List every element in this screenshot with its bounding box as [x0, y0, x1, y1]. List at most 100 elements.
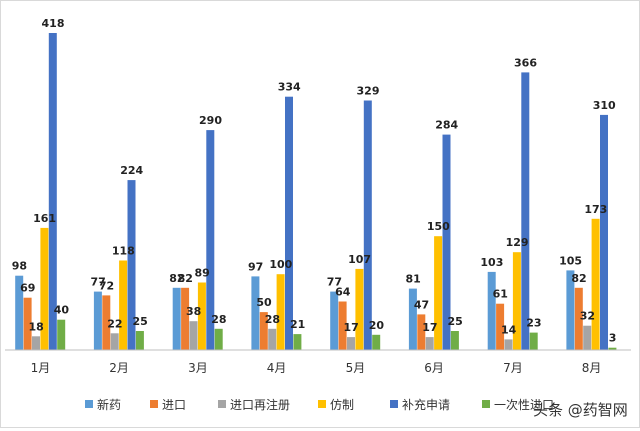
bar-进口-7月: [496, 303, 505, 350]
data-label: 23: [526, 317, 541, 330]
legend: 新药 进口 进口再注册 仿制 补充申请 一次性进口: [85, 397, 554, 412]
bar-一次性进口-3月: [214, 328, 223, 350]
data-label: 61: [493, 288, 508, 301]
category-label: 2月: [109, 361, 129, 375]
bar-新药-7月: [487, 271, 496, 350]
legend-swatch: [150, 400, 158, 408]
bar-补充申请-4月: [285, 96, 293, 350]
data-label: 107: [348, 253, 371, 266]
data-label: 25: [447, 315, 462, 328]
bar-一次性进口-1月: [57, 319, 66, 350]
bar-进口-6月: [417, 314, 426, 350]
data-label: 22: [107, 317, 122, 330]
legend-label: 新药: [97, 397, 121, 412]
bar-补充申请-5月: [363, 100, 372, 350]
data-label: 161: [33, 212, 56, 225]
bar-一次性进口-8月: [608, 347, 617, 350]
data-label: 329: [357, 85, 380, 98]
bar-新药-3月: [172, 287, 181, 350]
category-label: 3月: [188, 361, 208, 375]
bars-layer: [15, 33, 617, 351]
legend-label: 一次性进口: [494, 398, 554, 412]
data-label: 150: [427, 220, 450, 233]
category-label: 1月: [31, 361, 51, 375]
legend-swatch: [218, 400, 226, 408]
bar-进口再注册-7月: [504, 339, 513, 350]
legend-swatch: [318, 400, 326, 408]
data-label: 32: [580, 310, 595, 323]
data-label: 3: [609, 332, 617, 345]
bar-进口再注册-6月: [425, 337, 434, 350]
data-label: 100: [269, 258, 292, 271]
bar-仿制-8月: [591, 218, 600, 350]
bar-进口-4月: [259, 312, 268, 350]
data-label: 418: [42, 17, 65, 30]
data-label: 14: [501, 323, 517, 336]
data-label: 284: [435, 119, 458, 132]
bar-新药-5月: [330, 291, 339, 350]
data-label: 77: [90, 276, 105, 289]
legend-label: 进口: [162, 398, 186, 412]
data-label: 18: [29, 320, 44, 333]
data-label: 290: [199, 114, 222, 127]
data-label: 129: [506, 236, 529, 249]
bar-进口再注册-8月: [583, 325, 592, 350]
bar-一次性进口-7月: [529, 332, 538, 350]
bar-进口再注册-2月: [110, 333, 119, 350]
category-labels-layer: 1月 2月 3月 4月 5月 6月 7月 8月: [31, 361, 602, 375]
legend-swatch: [85, 400, 93, 408]
legend-label: 仿制: [330, 398, 354, 412]
data-labels-layer: 9869181614184077722211822425828238892902…: [12, 17, 617, 345]
data-label: 89: [194, 267, 209, 280]
bar-进口再注册-3月: [189, 321, 198, 350]
category-label: 4月: [267, 361, 287, 375]
bar-进口再注册-1月: [32, 336, 40, 350]
data-label: 72: [99, 279, 114, 292]
bar-补充申请-6月: [442, 134, 451, 350]
bar-补充申请-1月: [48, 33, 57, 350]
bar-补充申请-8月: [600, 114, 608, 351]
category-label: 7月: [503, 361, 523, 375]
data-label: 17: [422, 321, 437, 334]
bar-一次性进口-2月: [135, 331, 144, 350]
data-label: 38: [186, 305, 201, 318]
bar-新药-6月: [408, 288, 417, 350]
bar-补充申请-2月: [127, 180, 136, 350]
data-label: 82: [571, 272, 586, 285]
category-label: 5月: [346, 361, 366, 375]
data-label: 366: [514, 56, 537, 69]
data-label: 40: [54, 304, 70, 317]
bar-一次性进口-5月: [372, 334, 381, 350]
bar-补充申请-3月: [206, 130, 215, 350]
watermark-text: 头条 @药智网: [533, 401, 628, 419]
bar-进口再注册-4月: [268, 328, 277, 350]
data-label: 47: [414, 298, 429, 311]
bar-仿制-6月: [434, 236, 443, 350]
data-label: 69: [20, 282, 35, 295]
bar-进口-1月: [23, 297, 32, 350]
bar-进口再注册-5月: [347, 337, 355, 350]
legend-label: 补充申请: [402, 397, 450, 412]
data-label: 21: [290, 318, 305, 331]
data-label: 17: [344, 321, 359, 334]
data-label: 310: [593, 99, 616, 112]
legend-swatch: [482, 400, 490, 408]
data-label: 98: [12, 260, 27, 273]
legend-label: 进口再注册: [230, 397, 290, 412]
data-label: 81: [405, 273, 420, 286]
data-label: 28: [211, 313, 226, 326]
data-label: 97: [248, 260, 263, 273]
bar-一次性进口-6月: [450, 331, 459, 350]
data-label: 77: [327, 276, 342, 289]
bar-补充申请-7月: [521, 72, 530, 351]
bar-进口-8月: [574, 287, 583, 350]
bar-一次性进口-4月: [293, 334, 302, 350]
bar-进口-2月: [102, 295, 111, 350]
data-label: 118: [112, 245, 135, 258]
data-label: 82: [169, 272, 184, 285]
bar-仿制-7月: [512, 252, 521, 350]
bar-进口-5月: [338, 301, 347, 350]
data-label: 25: [132, 315, 147, 328]
bar-仿制-5月: [355, 268, 364, 350]
